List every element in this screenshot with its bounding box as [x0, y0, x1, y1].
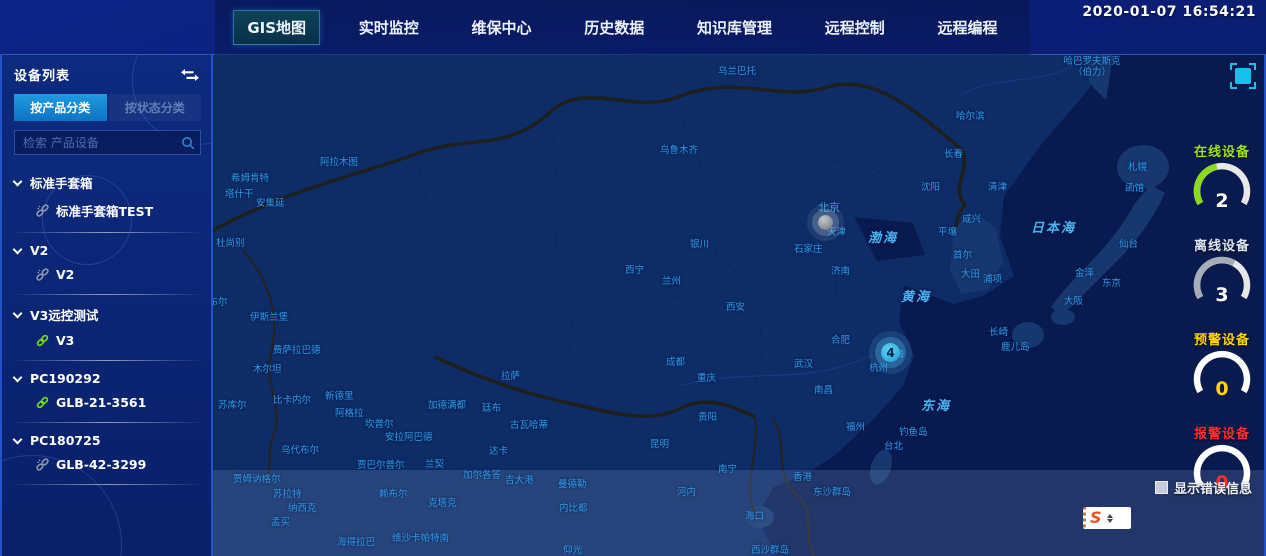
cluster-marker[interactable]: 4	[881, 343, 900, 362]
device-label: V2	[56, 267, 75, 282]
nav-tab-4[interactable]: 知识库管理	[697, 19, 773, 37]
chevron-down-icon[interactable]	[12, 176, 23, 186]
broken-link-icon	[36, 458, 49, 471]
svg-text:0: 0	[1215, 472, 1228, 494]
device-item-1-0[interactable]: V2	[2, 260, 211, 289]
gauge-3: 报警设备 0	[1185, 423, 1259, 501]
device-item-0-0[interactable]: 标准手套箱TEST	[2, 194, 211, 227]
checkbox-label: 显示错误信息	[1173, 482, 1252, 497]
checkbox-icon[interactable]	[1154, 481, 1168, 494]
collapse-swap-icon[interactable]	[181, 68, 199, 81]
gauge-arc: 0	[1185, 443, 1259, 501]
device-group-0[interactable]: 标准手套箱	[2, 165, 211, 194]
gauge-arc: 3	[1185, 255, 1259, 313]
divider	[10, 484, 203, 485]
divider	[10, 232, 203, 233]
divider	[10, 294, 203, 295]
device-group-1[interactable]: V2	[2, 235, 211, 260]
device-label: 标准手套箱TEST	[56, 204, 154, 219]
nav-tab-1[interactable]: 实时监控	[358, 19, 419, 37]
chevron-down-icon[interactable]	[12, 372, 23, 382]
broken-link-icon	[36, 204, 49, 217]
device-item-3-0[interactable]: GLB-21-3561	[2, 388, 211, 417]
group-label: V2	[30, 243, 49, 258]
nav-tab-5[interactable]: 远程控制	[824, 19, 885, 37]
gauge-0: 在线设备 2	[1185, 141, 1259, 219]
nav-tab-0[interactable]: GIS地图	[233, 10, 321, 45]
group-label: 标准手套箱	[30, 176, 93, 191]
chevron-down-icon[interactable]	[12, 244, 23, 254]
nav-tab-3[interactable]: 历史数据	[584, 19, 645, 37]
clock-timestamp: 2020-01-07 16:54:21	[1082, 4, 1256, 20]
search-icon[interactable]	[181, 135, 195, 154]
gauge-label: 报警设备	[1193, 427, 1250, 442]
device-group-4[interactable]: PC180725	[2, 425, 211, 450]
top-bar: 2020-01-07 16:54:21 GIS地图 实时监控 维保中心 历史数据 知识库…	[0, 0, 1266, 55]
gauge-arc: 2	[1185, 161, 1259, 219]
device-tree: 标准手套箱 标准手套箱TEST V2 V2 V3远控测试 V3 PC190292…	[2, 159, 211, 485]
nav-tab-6[interactable]: 远程编程	[937, 19, 998, 37]
svg-text:0: 0	[1215, 378, 1228, 400]
gauge-label: 在线设备	[1193, 145, 1250, 160]
svg-text:2: 2	[1215, 190, 1228, 212]
gauge-2: 预警设备 0	[1185, 329, 1259, 407]
logo-letter: S	[1090, 508, 1102, 527]
chevron-down-icon[interactable]	[12, 308, 23, 318]
device-item-2-0[interactable]: V3	[2, 326, 211, 355]
gauge-1: 离线设备 3	[1185, 235, 1259, 313]
search-input[interactable]	[14, 130, 201, 155]
group-label: PC180725	[30, 433, 101, 448]
link-icon	[36, 396, 49, 409]
sidebar-tab-1[interactable]: 按状态分类	[108, 94, 201, 121]
divider	[10, 360, 203, 361]
group-label: PC190292	[30, 371, 101, 386]
gauge-label: 预警设备	[1193, 333, 1250, 348]
device-item-4-0[interactable]: GLB-42-3299	[2, 450, 211, 479]
supermap-logo: S	[1083, 507, 1131, 529]
link-icon	[36, 334, 49, 347]
device-marker[interactable]	[818, 215, 833, 230]
main-nav: GIS地图 实时监控 维保中心 历史数据 知识库管理 远程控制 远程编程	[215, 0, 1030, 55]
broken-link-icon	[36, 268, 49, 281]
chevron-down-icon[interactable]	[12, 434, 23, 444]
group-label: V3远控测试	[30, 308, 99, 323]
device-label: GLB-21-3561	[56, 395, 147, 410]
nav-tab-2[interactable]: 维保中心	[471, 19, 532, 37]
divider	[10, 422, 203, 423]
sidebar-title: 设备列表	[14, 69, 71, 84]
fullscreen-button[interactable]	[1230, 63, 1256, 89]
device-group-3[interactable]: PC190292	[2, 363, 211, 388]
device-label: V3	[56, 333, 75, 348]
device-group-2[interactable]: V3远控测试	[2, 297, 211, 326]
map-canvas	[213, 55, 1264, 556]
sidebar-tab-0[interactable]: 按产品分类	[14, 94, 107, 121]
show-errors-checkbox[interactable]: 显示错误信息	[1154, 478, 1252, 497]
logo-arrows-icon	[1106, 513, 1113, 523]
gauge-arc: 0	[1185, 349, 1259, 407]
gauge-label: 离线设备	[1193, 239, 1250, 254]
gis-map[interactable]: 乌兰巴托 哈巴罗夫斯克（伯力） 哈尔滨 长春 沈阳 清津 咸兴 平壤 首尔 大田 浦项 札幌 函馆 仙台金…	[213, 55, 1266, 556]
device-label: GLB-42-3299	[56, 457, 147, 472]
device-status-gauges: 在线设备 2 离线设备 3 预警设备 0 报警设备 0	[1185, 141, 1259, 501]
svg-text:3: 3	[1215, 284, 1228, 306]
